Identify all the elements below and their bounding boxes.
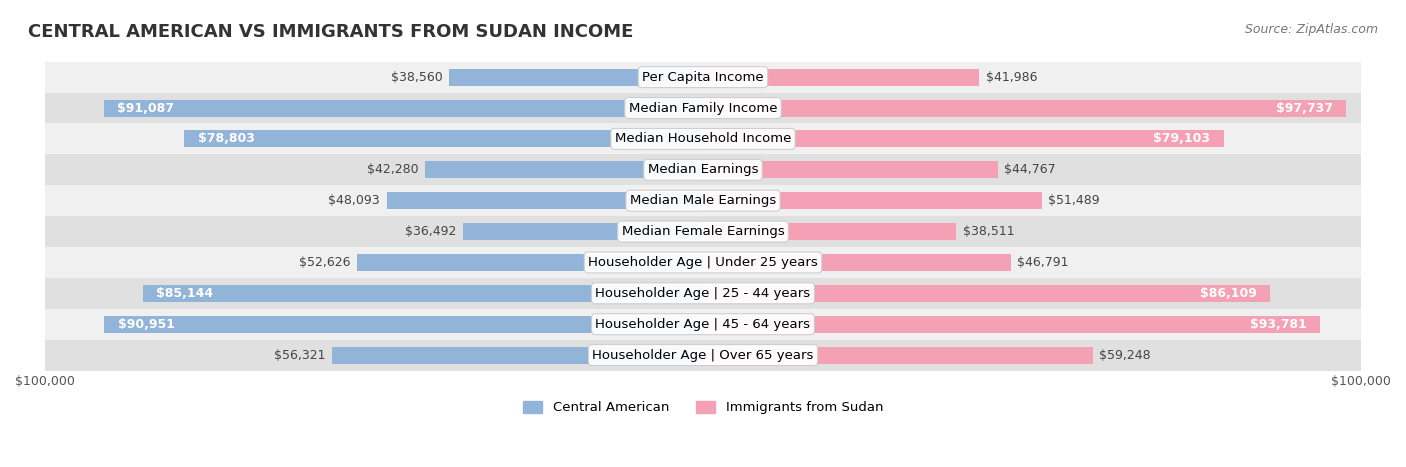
Text: $90,951: $90,951 [118,318,174,331]
Text: Median Family Income: Median Family Income [628,101,778,114]
Text: $41,986: $41,986 [986,71,1038,84]
Text: Householder Age | 25 - 44 years: Householder Age | 25 - 44 years [595,287,811,300]
Text: Median Female Earnings: Median Female Earnings [621,225,785,238]
Text: $56,321: $56,321 [274,348,326,361]
Bar [184,130,703,148]
Text: $44,767: $44,767 [1004,163,1056,176]
Text: $93,781: $93,781 [1250,318,1308,331]
Bar [45,340,1361,370]
Bar [703,316,1320,333]
Bar [45,185,1361,216]
Bar [425,161,703,178]
Text: Householder Age | Under 25 years: Householder Age | Under 25 years [588,256,818,269]
Text: $38,511: $38,511 [963,225,1015,238]
Text: $46,791: $46,791 [1018,256,1069,269]
Bar [703,69,980,85]
Bar [45,92,1361,123]
Bar [45,216,1361,247]
Text: $79,103: $79,103 [1153,133,1211,145]
Bar [703,254,1011,271]
Text: $97,737: $97,737 [1277,101,1333,114]
Bar [332,347,703,364]
Text: $38,560: $38,560 [391,71,443,84]
Bar [45,278,1361,309]
Bar [703,192,1042,209]
Text: $85,144: $85,144 [156,287,212,300]
Text: $36,492: $36,492 [405,225,457,238]
Legend: Central American, Immigrants from Sudan: Central American, Immigrants from Sudan [517,396,889,419]
Text: $91,087: $91,087 [117,101,174,114]
Text: $86,109: $86,109 [1199,287,1257,300]
Bar [45,123,1361,155]
Text: Median Male Earnings: Median Male Earnings [630,194,776,207]
Text: CENTRAL AMERICAN VS IMMIGRANTS FROM SUDAN INCOME: CENTRAL AMERICAN VS IMMIGRANTS FROM SUDA… [28,23,634,42]
Bar [703,161,998,178]
Text: Per Capita Income: Per Capita Income [643,71,763,84]
Text: Householder Age | 45 - 64 years: Householder Age | 45 - 64 years [596,318,810,331]
Text: $51,489: $51,489 [1049,194,1099,207]
Text: Householder Age | Over 65 years: Householder Age | Over 65 years [592,348,814,361]
Bar [104,316,703,333]
Bar [463,223,703,240]
Text: $48,093: $48,093 [329,194,380,207]
Text: $42,280: $42,280 [367,163,418,176]
Bar [357,254,703,271]
Bar [703,285,1270,302]
Text: $59,248: $59,248 [1099,348,1152,361]
Text: Median Household Income: Median Household Income [614,133,792,145]
Text: Median Earnings: Median Earnings [648,163,758,176]
Bar [450,69,703,85]
Bar [45,62,1361,92]
Bar [703,347,1092,364]
Text: $52,626: $52,626 [298,256,350,269]
Bar [104,99,703,116]
Bar [387,192,703,209]
Bar [45,309,1361,340]
Bar [45,247,1361,278]
Bar [142,285,703,302]
Bar [703,99,1346,116]
Bar [45,155,1361,185]
Text: Source: ZipAtlas.com: Source: ZipAtlas.com [1244,23,1378,36]
Bar [703,223,956,240]
Text: $78,803: $78,803 [198,133,254,145]
Bar [703,130,1223,148]
